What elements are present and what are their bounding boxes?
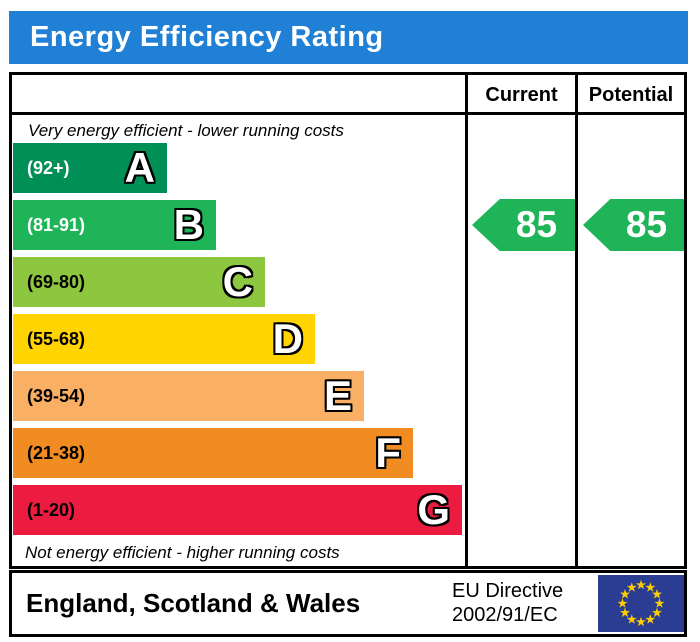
rating-table: Current Potential Very energy efficient … xyxy=(9,72,687,569)
region-label: England, Scotland & Wales xyxy=(26,588,361,618)
band-b-letter: B xyxy=(173,201,204,248)
potential-column-header: Potential xyxy=(588,83,674,106)
eu-directive-line1: EU Directive xyxy=(452,580,564,602)
band-b-range: (81-91) xyxy=(27,214,86,235)
table-header-row: Current Potential xyxy=(12,75,684,115)
band-c-range: (69-80) xyxy=(27,271,86,292)
potential-rating-arrow: 85 xyxy=(583,199,684,251)
band-a-letter: A xyxy=(124,144,155,191)
eu-directive-line2: 2002/91/EC xyxy=(452,604,558,626)
top-caption: Very energy efficient - lower running co… xyxy=(28,121,344,140)
current-rating-arrow: 85 xyxy=(472,199,575,251)
current-rating-value: 85 xyxy=(515,204,558,245)
band-g-letter: G xyxy=(417,486,450,533)
band-f-letter: F xyxy=(375,429,401,476)
band-d-letter: D xyxy=(272,315,303,362)
band-c-letter: C xyxy=(222,258,253,305)
band-a-range: (92+) xyxy=(27,157,70,178)
band-d-range: (55-68) xyxy=(27,328,86,349)
footer: England, Scotland & Wales EU Directive 2… xyxy=(9,570,687,637)
current-column-header: Current xyxy=(485,83,558,106)
bottom-caption: Not energy efficient - higher running co… xyxy=(25,543,340,562)
band-f: (21-38) F xyxy=(13,428,413,478)
band-c: (69-80) C xyxy=(13,257,265,307)
band-e-range: (39-54) xyxy=(27,385,86,406)
title-bar: Energy Efficiency Rating xyxy=(9,11,688,64)
band-g: (1-20) G xyxy=(13,485,462,535)
band-e: (39-54) E xyxy=(13,371,364,421)
eu-directive-label: EU Directive 2002/91/EC xyxy=(452,579,563,627)
eu-flag-icon xyxy=(598,575,684,632)
band-b: (81-91) B xyxy=(13,200,216,250)
band-a: (92+) A xyxy=(13,143,167,193)
potential-rating-value: 85 xyxy=(625,204,668,245)
band-f-range: (21-38) xyxy=(27,442,86,463)
page-title: Energy Efficiency Rating xyxy=(30,21,384,53)
band-d: (55-68) D xyxy=(13,314,315,364)
column-divider-potential xyxy=(575,75,578,566)
band-g-range: (1-20) xyxy=(27,499,76,520)
band-e-letter: E xyxy=(323,372,352,419)
column-divider-current xyxy=(465,75,468,566)
